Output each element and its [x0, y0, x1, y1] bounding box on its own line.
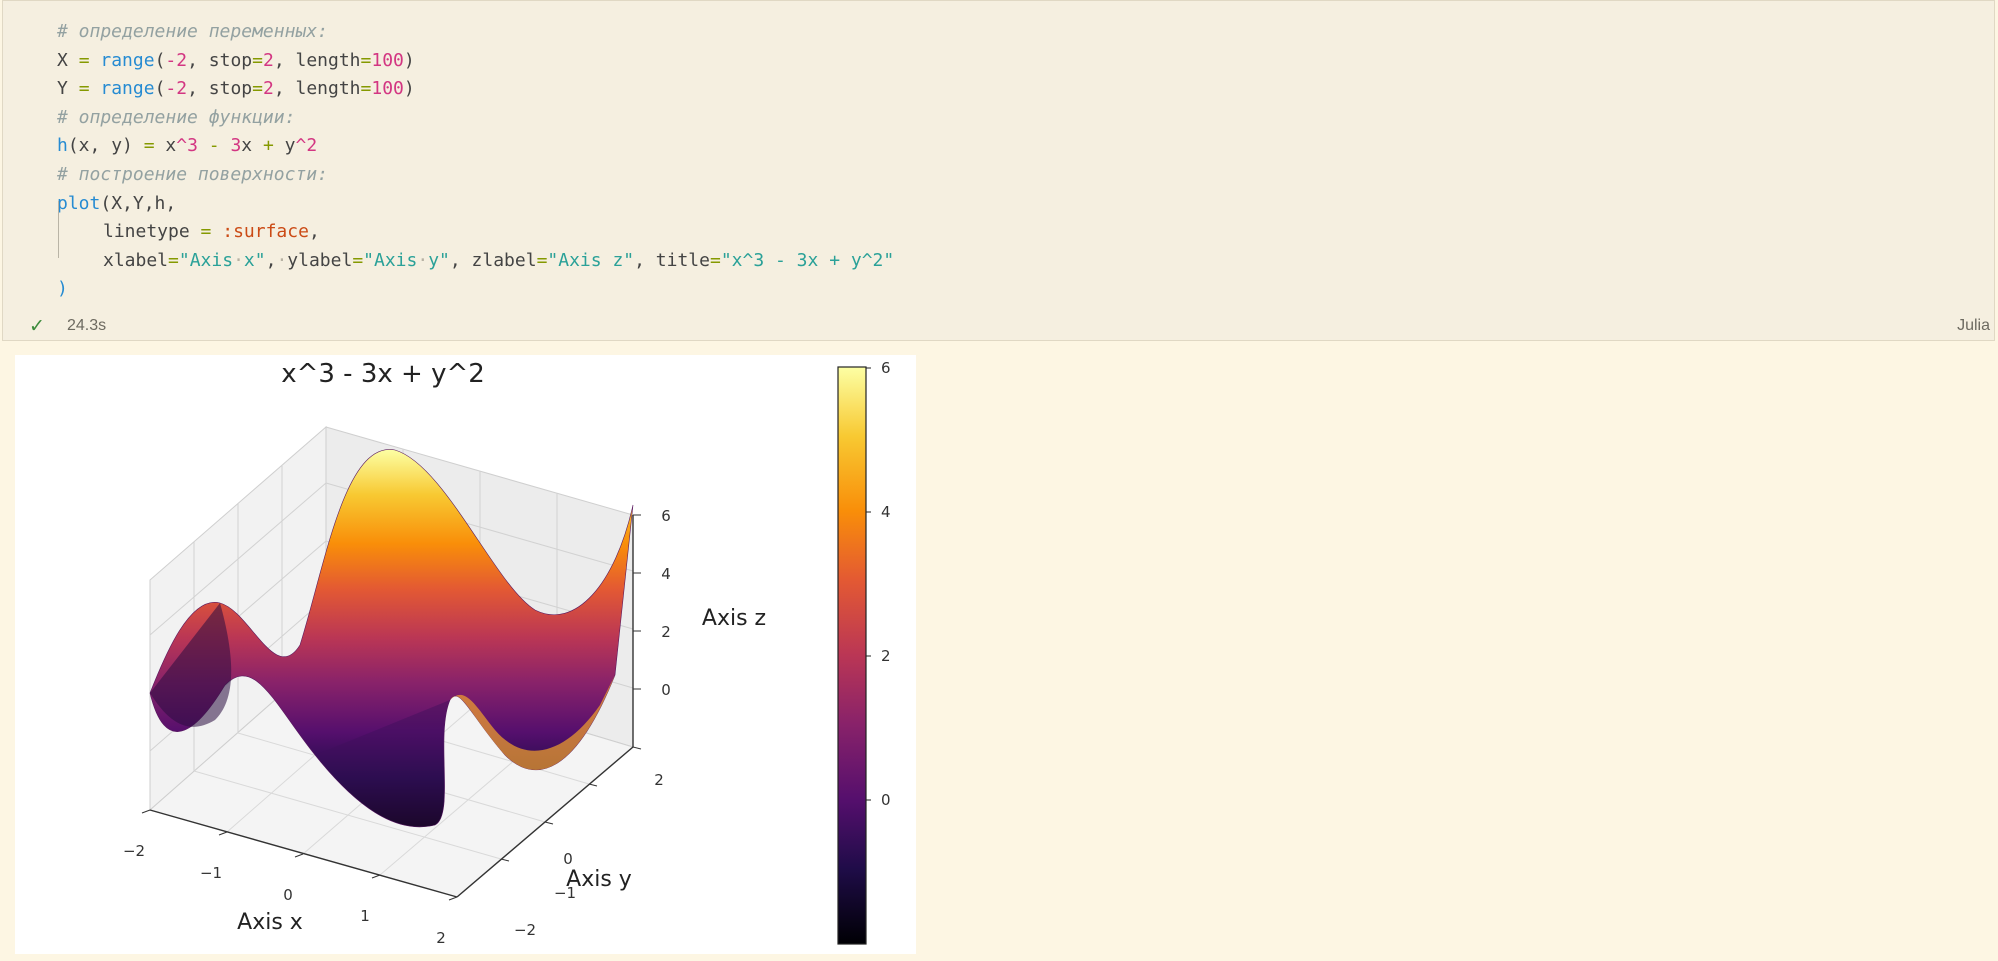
x-tick-label: 0	[283, 886, 293, 904]
y-axis-label: Axis y	[566, 867, 632, 892]
colorbar	[837, 366, 867, 945]
x-tick-label: 1	[360, 907, 370, 925]
surface-plot: x^3 - 3x + y^2	[123, 359, 891, 947]
z-tick-label: 2	[661, 623, 671, 641]
code-editor[interactable]: # определение переменных: X = range(-2, …	[3, 18, 1994, 304]
plot-output: x^3 - 3x + y^2	[15, 355, 916, 954]
x-tick-label: 2	[436, 929, 446, 947]
z-tick-label: 0	[661, 681, 671, 699]
surface-mesh	[149, 449, 634, 828]
y-tick-label: 2	[654, 771, 664, 789]
axis-lines	[141, 514, 642, 901]
y-tick-label: −2	[514, 921, 536, 939]
language-indicator[interactable]: Julia	[1957, 317, 1990, 334]
x-tick-label: −2	[123, 842, 145, 860]
code-line-5: h(x, y) = x^3 - 3x + y^2	[57, 135, 318, 157]
code-line-7: plot(X,Y,h,	[57, 192, 177, 214]
checkmark-icon: ✓	[29, 316, 45, 337]
z-tick-label: 6	[661, 507, 671, 525]
code-line-8: linetype = :surface,	[103, 221, 320, 243]
y-tick-label: −1	[554, 884, 576, 902]
colorbar-tick-label: 0	[881, 791, 891, 809]
z-tick-label: 4	[661, 565, 671, 583]
indent-guide	[58, 201, 59, 258]
colorbar-tick-label: 4	[881, 503, 891, 521]
x-axis-label: Axis x	[237, 910, 303, 935]
code-line-4: # определение функции:	[57, 106, 296, 128]
code-line-9: xlabel="Axis·x",·ylabel="Axis·y", zlabel…	[103, 249, 895, 271]
code-line-1: # определение переменных:	[57, 21, 328, 42]
x-tick-label: −1	[200, 864, 222, 882]
code-cell[interactable]: # определение переменных: X = range(-2, …	[2, 0, 1995, 341]
code-line-3: Y = range(-2, stop=2, length=100)	[57, 78, 415, 100]
plot-title: x^3 - 3x + y^2	[281, 359, 485, 389]
colorbar-tick-label: 6	[881, 359, 891, 377]
colorbar-tick-label: 2	[881, 647, 891, 665]
code-line-6: # построение поверхности:	[57, 163, 328, 185]
z-axis-label: Axis z	[702, 606, 766, 631]
cell-status-bar: ✓ 24.3s Julia	[3, 312, 1994, 340]
execution-time: 24.3s	[67, 317, 107, 334]
code-line-10: )	[57, 278, 68, 300]
code-line-2: X = range(-2, stop=2, length=100)	[57, 49, 415, 71]
y-tick-label: 0	[563, 850, 573, 868]
